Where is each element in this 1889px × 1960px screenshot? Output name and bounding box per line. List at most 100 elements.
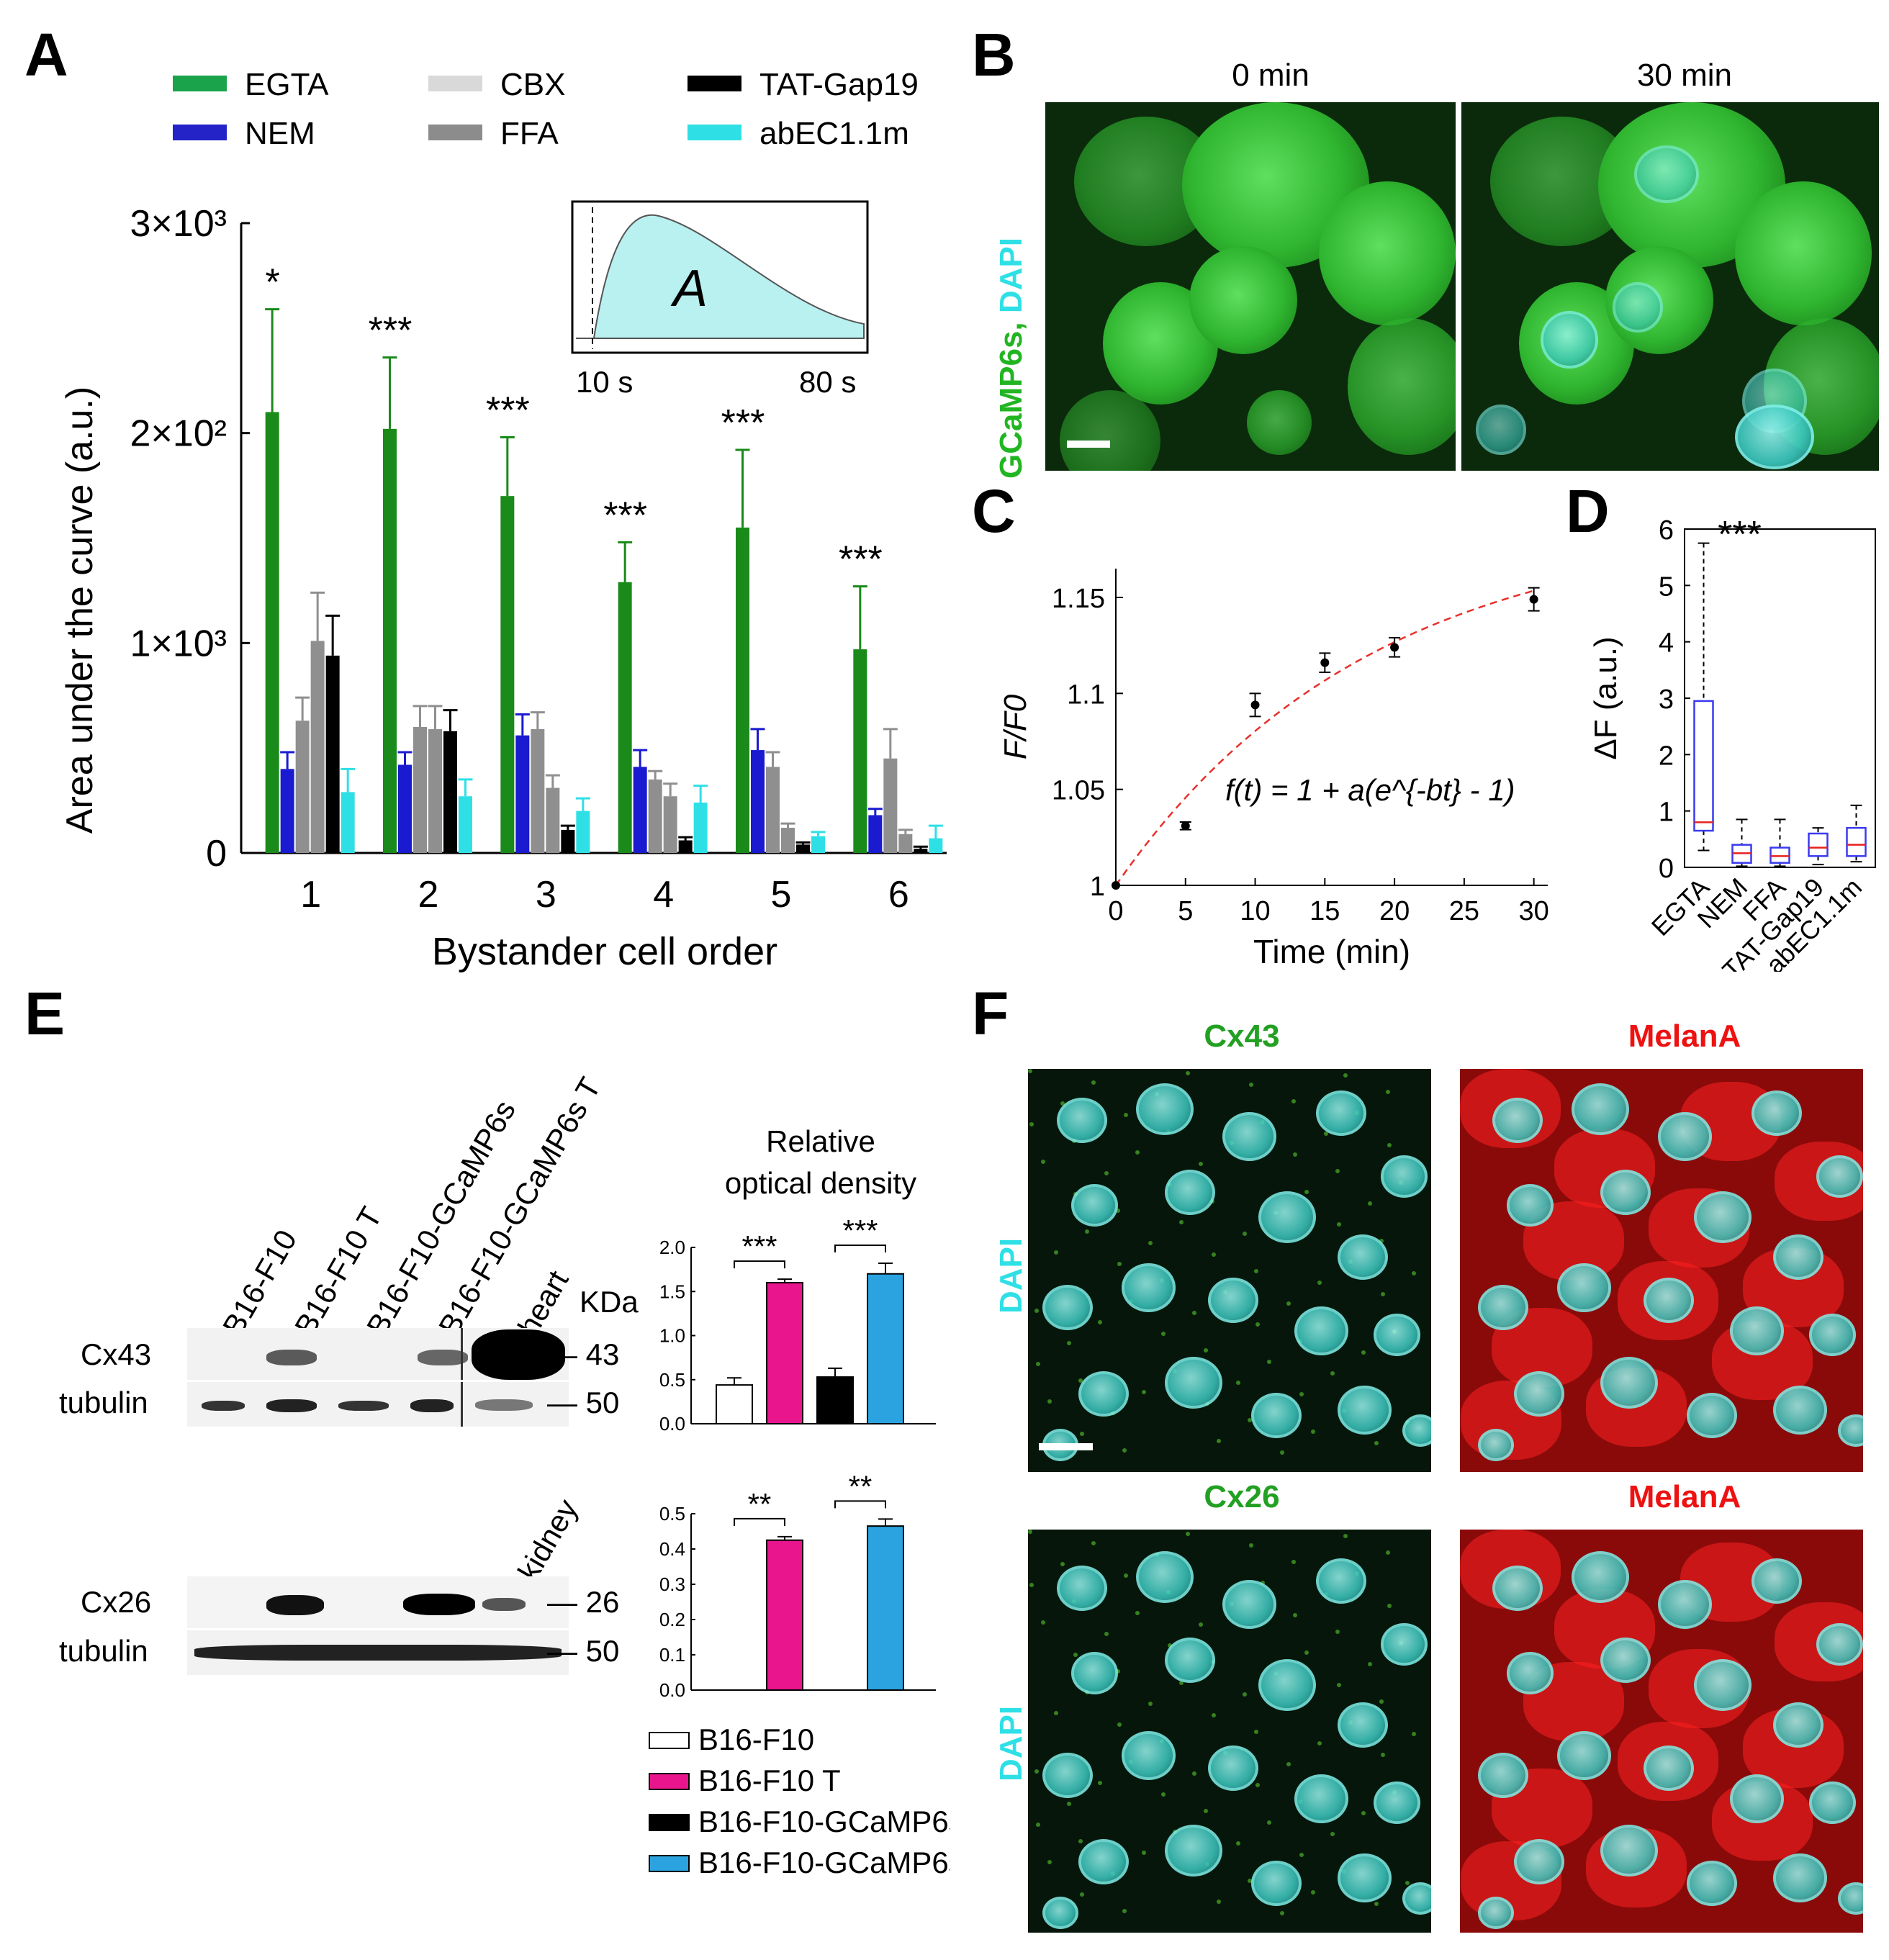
bar-cx43-1 [766,1282,803,1424]
point-c-5 [1529,595,1538,604]
cx-puncta [1028,1530,1032,1534]
nucleus [1057,1566,1107,1611]
bar-CBX-6 [883,758,898,853]
bar-FFA-1 [310,641,325,853]
chart-c: 1 1.05 1.1 1.15 0 5 10 15 20 25 30 f(t) = 1 + a(e^{… [998,569,1549,970]
nucleus [1838,1414,1863,1447]
nucleus [1338,1702,1388,1748]
cx-puncta [1286,1301,1291,1306]
cx-puncta [1317,1281,1322,1285]
cx-puncta [1293,1152,1297,1157]
cx-puncta [1304,1190,1309,1194]
cx-puncta [1047,1399,1052,1404]
ytick-label-c-0: 1 [1090,872,1105,902]
cx-puncta [1060,1562,1065,1566]
ytick-label-cx26-1: 0.1 [659,1644,685,1666]
legend-swatch-3 [428,125,482,140]
cx-puncta [1217,1439,1221,1443]
cx-puncta [1212,1252,1216,1257]
significance-a-4: *** [721,402,765,444]
cx-puncta [1361,1350,1366,1355]
significance-cx26-0: ** [748,1487,772,1521]
cx-puncta [1117,1262,1122,1266]
nucleus [1316,1558,1366,1604]
bar-EGTA-5 [736,527,749,853]
inset-xstart: 10 s [576,365,633,399]
cx-puncta [1317,1741,1322,1746]
bar-TAT-Gap19-5 [796,844,810,853]
nucleus [1338,1234,1388,1280]
cx-puncta [1286,1762,1291,1766]
nucleus [1773,1386,1827,1435]
e-legend-swatch-3 [649,1855,690,1872]
ytick-label-cx43-3: 1.5 [659,1281,685,1302]
legend-label-3: FFA [500,116,559,151]
blot-label-tubulin-2: tubulin [59,1634,148,1668]
nucleus [1374,1314,1420,1356]
nucleus [1694,1659,1752,1711]
bar-NEM-4 [633,767,647,853]
cx-puncta [1236,1381,1240,1385]
image-30min [1461,102,1879,471]
panel-e-blots: B16-F10 B16-F10 T B16-F10-GCaMP6s B16-F1… [43,1022,677,1684]
bar-FFA-6 [898,834,913,853]
col-title-0min: 0 min [1232,58,1309,93]
nucleus [1658,1580,1712,1629]
xlabel-c: Time (min) [1253,933,1410,970]
cx-puncta [1249,1543,1253,1548]
chart-d: 0123456EGTANEMFFATAT-Gap19abEC1.1m***ΔF … [1588,514,1876,972]
nucleus [1165,1638,1215,1683]
ytick-label-cx26-4: 0.4 [659,1538,685,1560]
e-legend-swatch-1 [649,1773,690,1790]
nucleus [1374,1781,1420,1824]
cx-puncta [1204,1348,1208,1352]
blot-tubulin-1 [187,1382,569,1427]
scale-bar [1067,441,1110,448]
cx-puncta [1267,1820,1271,1825]
nucleus [1687,1861,1737,1906]
cx-puncta [1343,1073,1348,1078]
cx-puncta [1374,1902,1379,1906]
box-d-3 [1808,832,1829,857]
ytick-label-c-3: 1.15 [1052,584,1105,614]
cx-puncta [1248,1418,1252,1422]
f-dapi-label-1: DAPI [993,1237,1029,1314]
equation-c: f(t) = 1 + a(e^{-bt} - 1) [1225,773,1515,807]
cx-puncta [1047,1860,1052,1864]
cx-puncta [1098,1320,1102,1324]
cx-puncta [1236,1841,1240,1846]
fit-curve-c [1114,590,1534,886]
inset-area-label: A [670,260,708,317]
blot-tubulin-2 [187,1630,569,1675]
bar-EGTA-6 [853,649,867,853]
ytick-label-cx43-1: 0.5 [659,1369,685,1391]
cx-puncta [1248,1879,1252,1883]
xtick-label-a-4: 5 [771,874,792,916]
bar-NEM-1 [280,769,294,853]
inset-curve [592,214,865,339]
nucleus [1122,1731,1176,1780]
dapi-label: DAPI [993,238,1029,314]
cx-puncta [1212,1713,1216,1717]
e-legend-label-2: B16-F10-GCaMP6s [698,1805,950,1838]
box-d-0 [1693,700,1714,832]
nucleus [1816,1155,1863,1198]
xtick-label-a-0: 1 [300,874,321,916]
e-legend-label-1: B16-F10 T [698,1763,841,1797]
cx-puncta [1192,1311,1196,1315]
cx-puncta [1104,1632,1109,1636]
nucleus [1773,1234,1823,1280]
e-legend-label-3: B16-F10-GCaMP6s T [698,1846,950,1879]
cx-puncta [1254,1269,1258,1273]
cx-puncta [1124,1573,1128,1578]
cx-puncta [1267,1360,1271,1364]
nucleus [1057,1098,1107,1143]
kda-cx43: — 43 [547,1337,620,1371]
nucleus [1658,1112,1712,1161]
bar-CBX-1 [295,721,310,853]
cx-puncta [1142,1851,1146,1855]
blot-label-tubulin-1: tubulin [59,1386,148,1419]
nucleus [1402,1414,1431,1447]
bar-FFA-4 [663,796,677,853]
cx-puncta [1379,1239,1384,1243]
